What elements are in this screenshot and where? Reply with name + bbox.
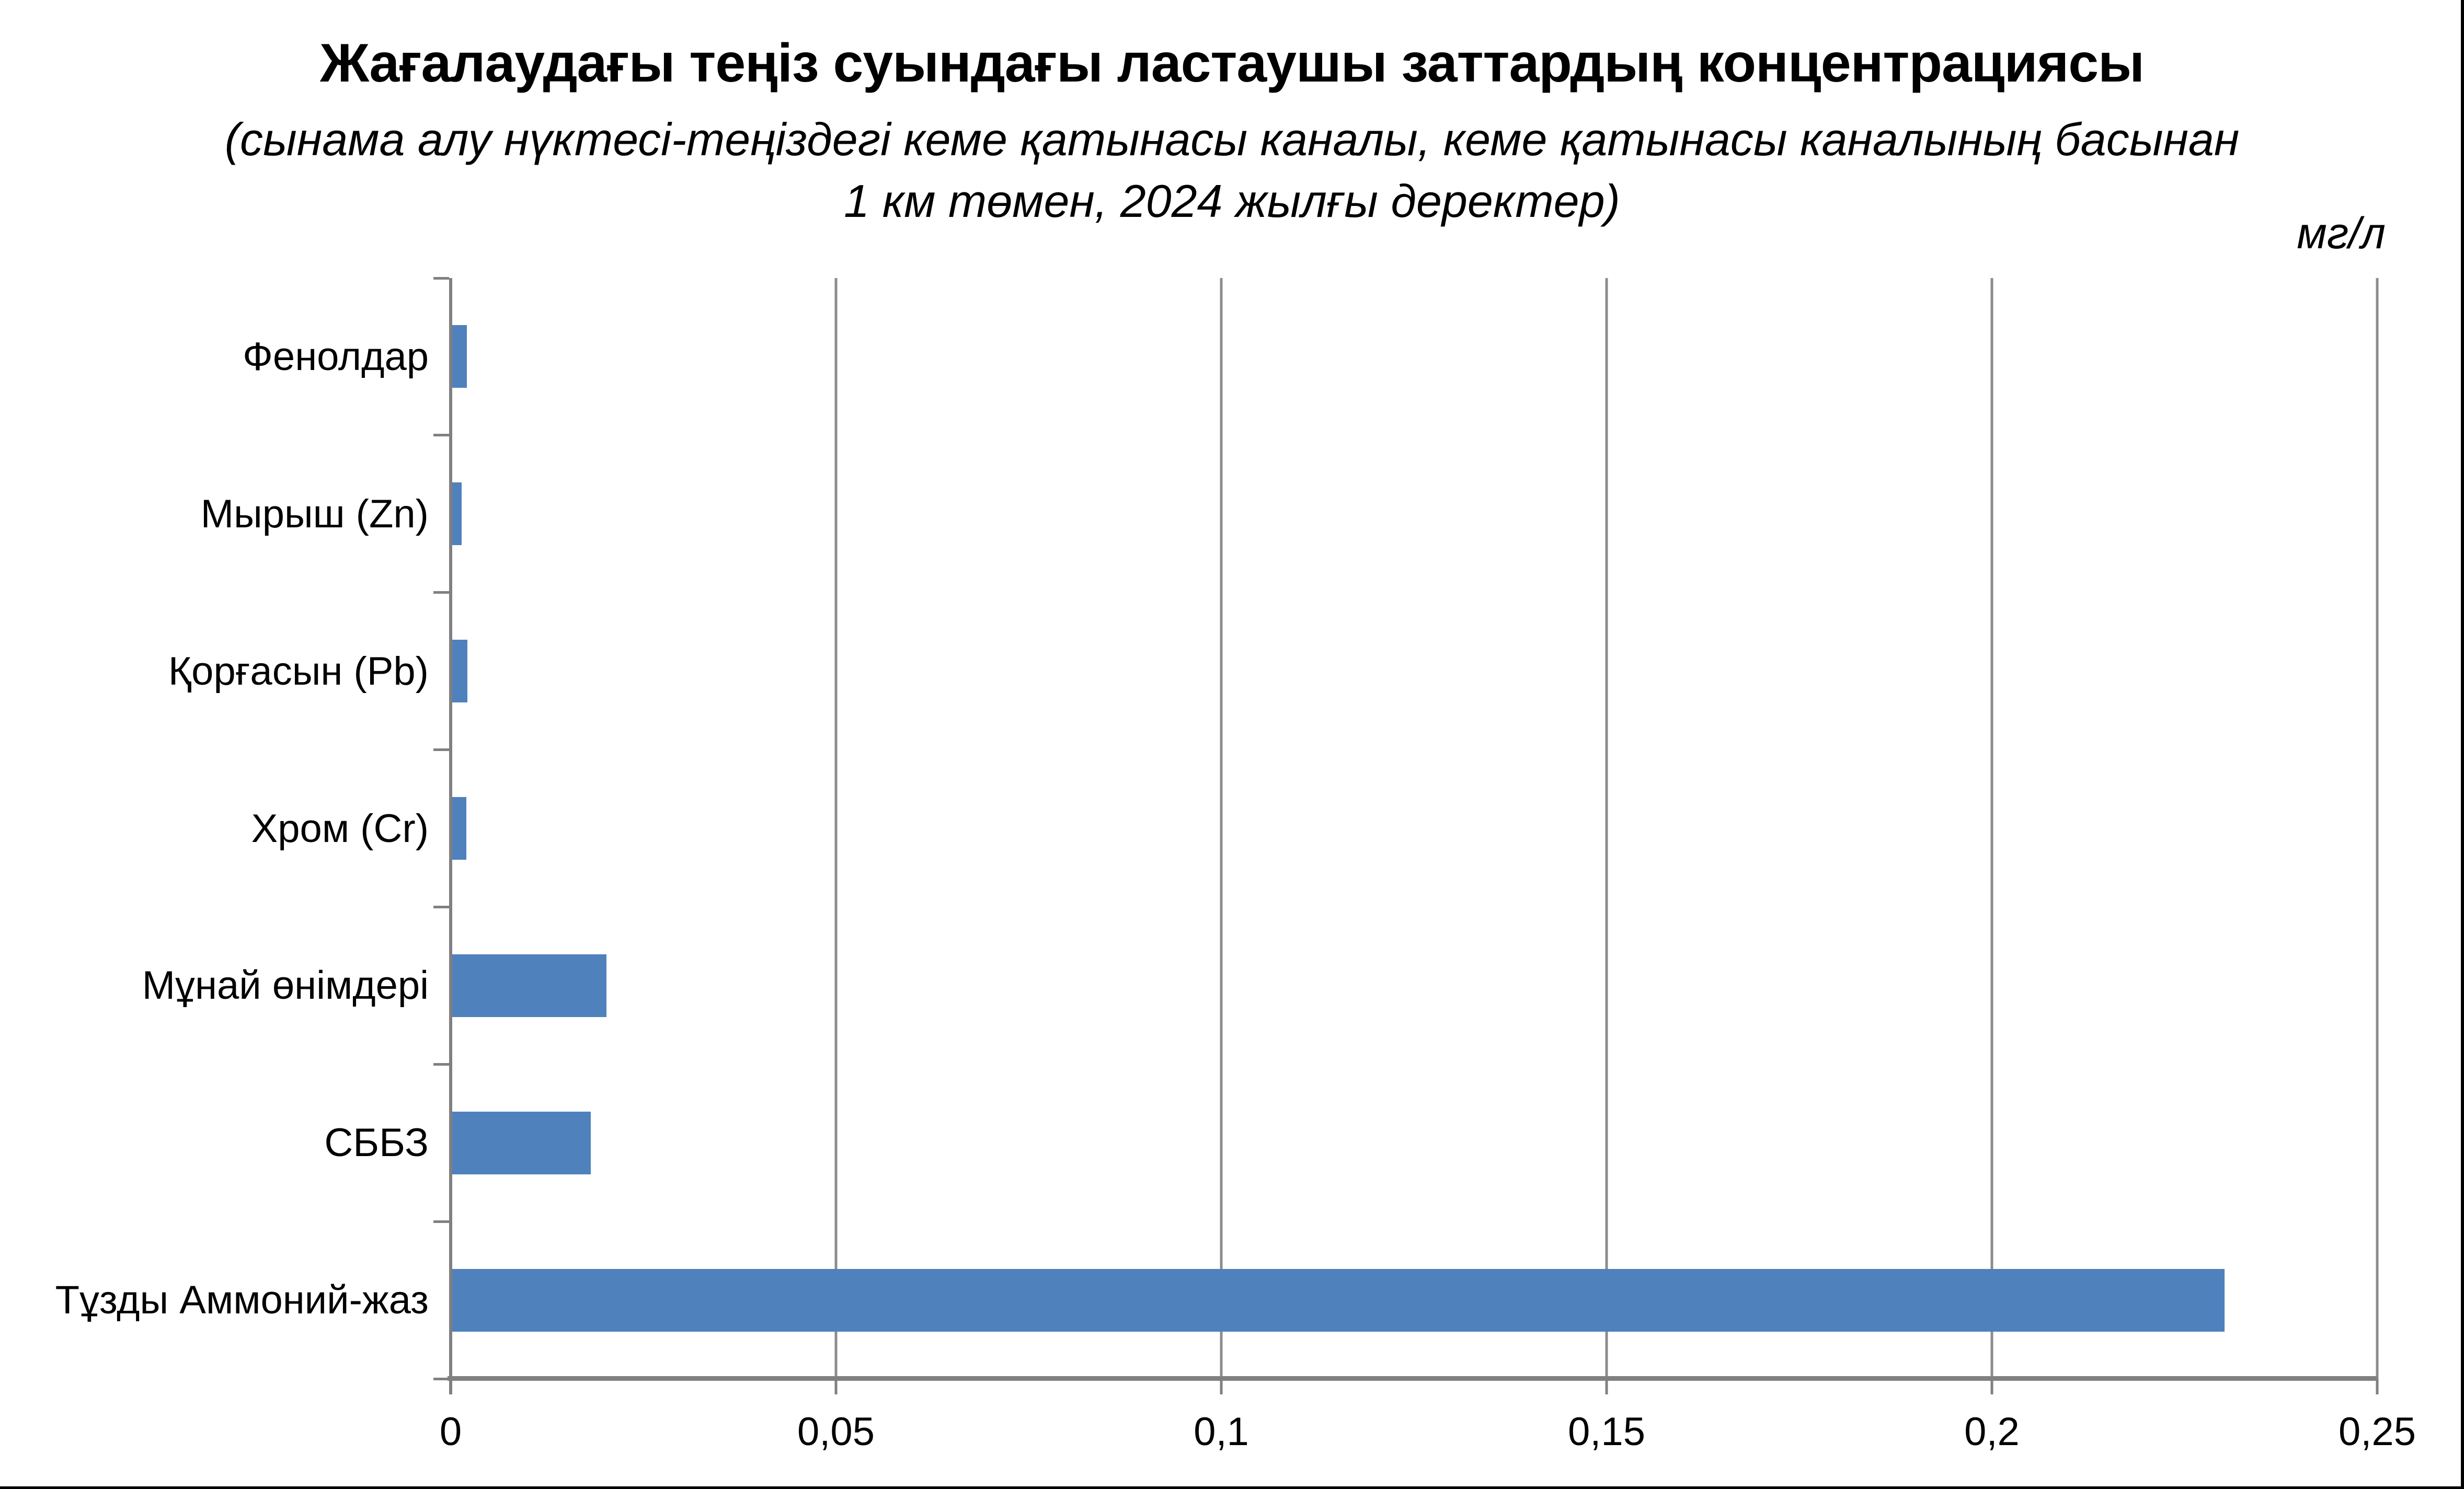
- y-axis-tick: [433, 1063, 449, 1066]
- bar-3: [452, 640, 468, 703]
- category-label-3: Қорғасын (Pb): [168, 649, 429, 694]
- gridline: [1605, 278, 1608, 1379]
- x-tick-label-0_15: 0,15: [1568, 1410, 1645, 1454]
- x-axis-tick: [834, 1379, 838, 1394]
- category-label-1: Фенолдар: [243, 334, 429, 379]
- y-axis-tick: [433, 1220, 449, 1223]
- x-axis-tick: [1220, 1379, 1223, 1394]
- chart-title: Жағалаудағы теңіз суындағы ластаушы затт…: [320, 33, 2145, 94]
- y-axis-tick: [433, 1377, 449, 1380]
- bar-4: [452, 797, 466, 860]
- x-axis-tick: [1990, 1379, 1993, 1394]
- x-axis-tick: [1605, 1379, 1608, 1394]
- x-axis: [448, 1376, 2377, 1381]
- gridline: [1990, 278, 1993, 1379]
- bar-6: [452, 1111, 591, 1174]
- page-border-bottom: [0, 1486, 2464, 1489]
- x-tick-label-0_1: 0,1: [1194, 1410, 1249, 1454]
- plot-area: [433, 276, 2379, 1394]
- gridline: [2376, 278, 2379, 1379]
- chart-subtitle-line1: (сынама алу нүктесі-теңіздегі кеме қатын…: [224, 113, 2240, 165]
- page-border-right: [2461, 0, 2464, 1489]
- category-label-5: Мұнай өнімдері: [142, 963, 429, 1008]
- bar-2: [452, 482, 462, 546]
- x-axis-tick: [2376, 1379, 2379, 1394]
- x-tick-label-0_25: 0,25: [2339, 1410, 2416, 1454]
- y-axis: [449, 278, 452, 1394]
- y-axis-tick: [433, 748, 449, 752]
- x-tick-label-0_2: 0,2: [1964, 1410, 2020, 1454]
- gridline: [834, 278, 838, 1379]
- category-label-7: Тұзды Аммоний-жаз: [55, 1278, 429, 1323]
- x-tick-label-0: 0: [439, 1410, 462, 1454]
- category-label-2: Мырыш (Zn): [200, 491, 429, 536]
- category-label-4: Хром (Cr): [251, 806, 429, 851]
- axis-unit-label: мг/л: [2297, 209, 2386, 258]
- chart-subtitle-line2: 1 км төмен, 2024 жылғы деректер): [844, 175, 1620, 227]
- bar-1: [452, 325, 467, 388]
- category-axis-labels: Фенолдар Мырыш (Zn) Қорғасын (Pb) Хром (Cr)…: [0, 278, 429, 1379]
- bar-5: [452, 954, 606, 1017]
- y-axis-tick: [433, 905, 449, 908]
- y-axis-tick: [433, 591, 449, 594]
- x-tick-label-0_05: 0,05: [797, 1410, 875, 1454]
- chart-subtitle: (сынама алу нүктесі-теңіздегі кеме қатын…: [0, 109, 2464, 232]
- category-label-6: СББЗ: [324, 1121, 429, 1165]
- y-axis-tick: [433, 276, 449, 280]
- gridline: [1220, 278, 1223, 1379]
- bar-7: [452, 1268, 2225, 1332]
- y-axis-tick: [433, 434, 449, 437]
